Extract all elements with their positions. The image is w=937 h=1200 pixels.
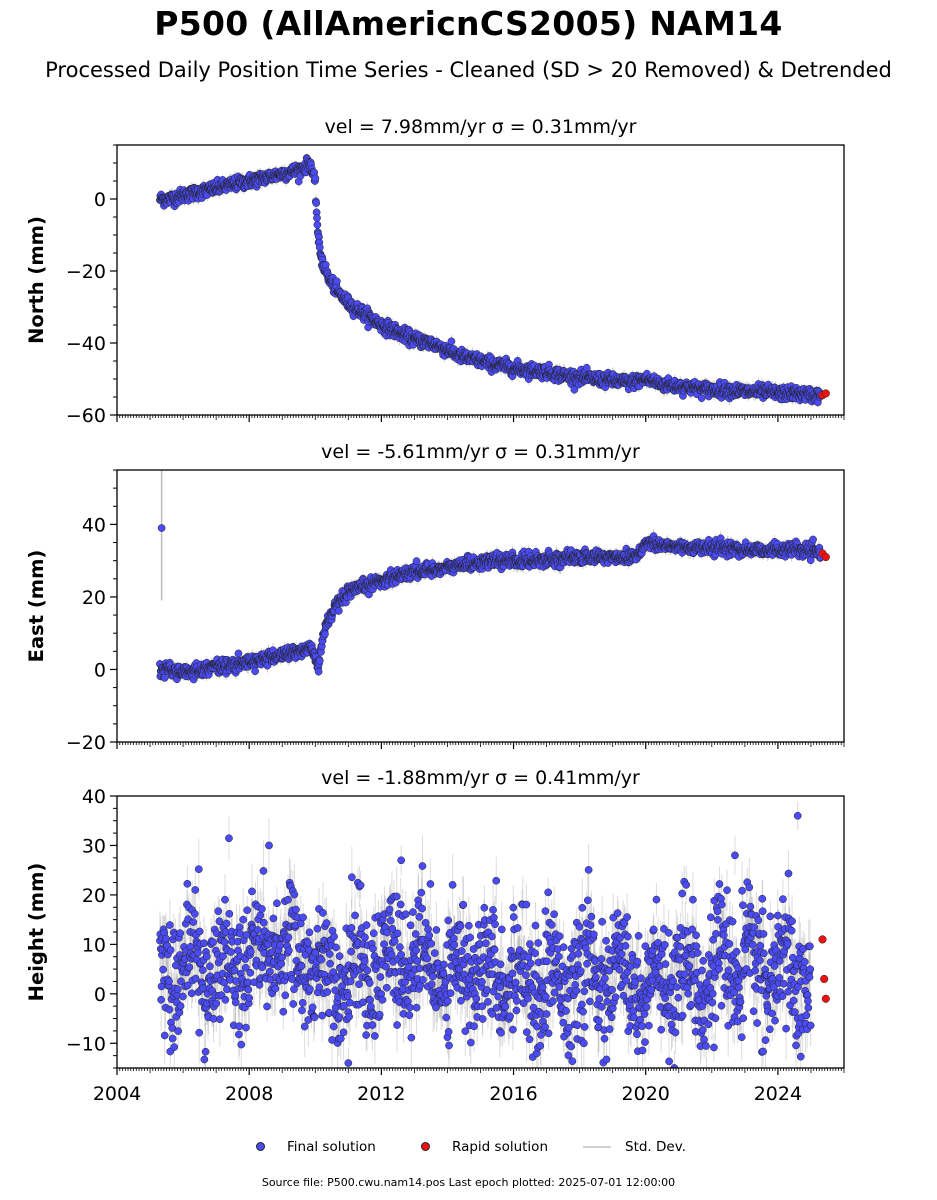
panel-title: vel = 7.98mm/yr σ = 0.31mm/yr <box>325 116 637 138</box>
chart-title: P500 (AllAmericnCS2005) NAM14 <box>154 4 783 43</box>
final-solution-point <box>697 394 706 402</box>
plot-area <box>156 153 830 408</box>
y-tick-label: −20 <box>66 261 106 283</box>
y-tick-label: 0 <box>94 189 106 211</box>
y-tick-label: −40 <box>66 333 106 355</box>
chart-subtitle: Processed Daily Position Time Series - C… <box>45 58 892 82</box>
final-solution-point <box>313 214 321 222</box>
final-solution-point <box>313 220 322 229</box>
final-solution-point <box>332 277 341 286</box>
final-solution-point <box>570 385 579 394</box>
rapid-solution-point <box>821 389 830 398</box>
plot-area <box>156 470 830 685</box>
final-solution-point <box>321 260 330 269</box>
final-solution-point <box>312 199 321 207</box>
y-axis-label: North (mm) <box>25 216 48 344</box>
y-tick-label: −60 <box>66 405 106 427</box>
final-solution-point <box>582 363 591 372</box>
time-series-figure: 0 −20 −40 −60 vel = 7.98mm/yr σ = 0.31mm/yr N… <box>25 116 845 1105</box>
final-solution-point <box>311 174 320 183</box>
final-solution-point <box>447 337 456 346</box>
